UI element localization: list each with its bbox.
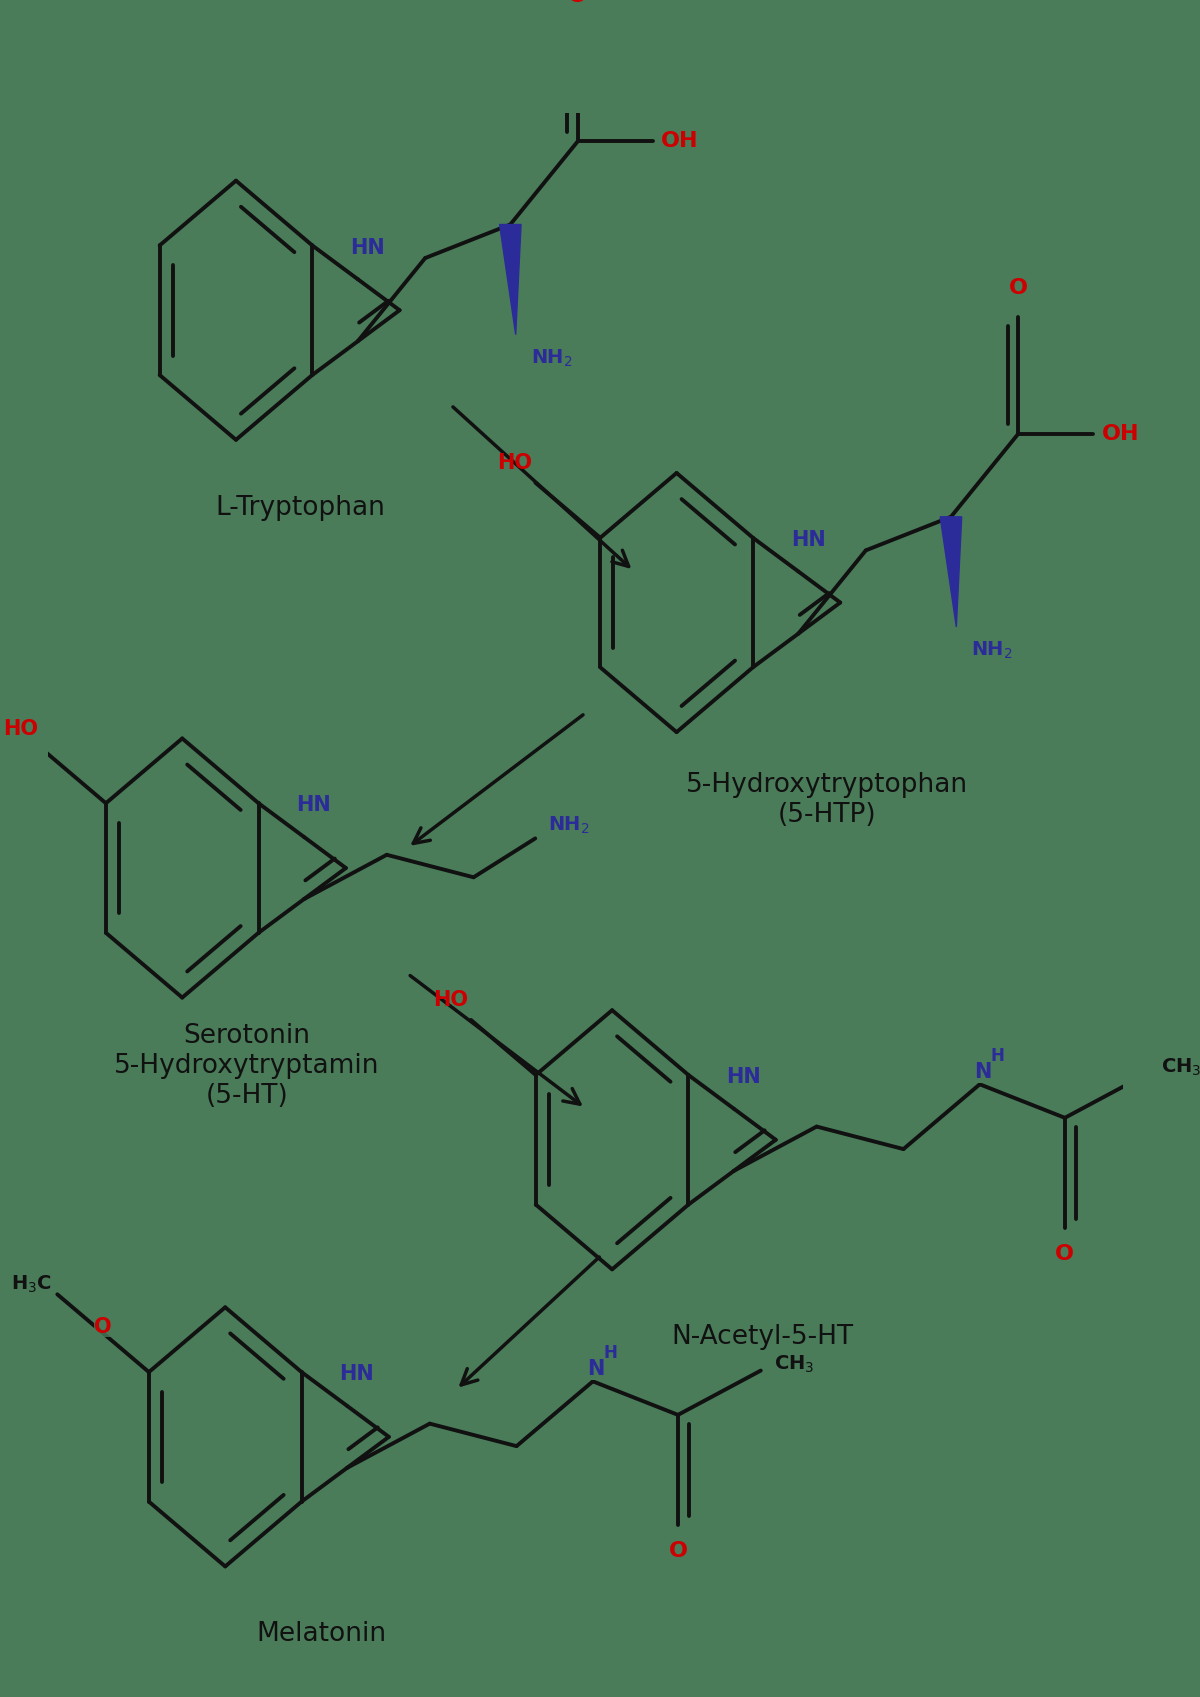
Text: H: H — [604, 1344, 617, 1363]
Text: HO: HO — [433, 991, 468, 1010]
Text: HN: HN — [726, 1067, 761, 1088]
Text: OH: OH — [661, 131, 698, 151]
Text: CH$_3$: CH$_3$ — [1160, 1057, 1200, 1078]
Text: 5-Hydroxytryptophan
(5-HTP): 5-Hydroxytryptophan (5-HTP) — [686, 772, 968, 828]
Text: N: N — [974, 1062, 991, 1081]
Text: HN: HN — [296, 796, 331, 815]
Text: O: O — [569, 0, 587, 5]
Text: Serotonin
5-Hydroxytryptamin
(5-HT): Serotonin 5-Hydroxytryptamin (5-HT) — [114, 1023, 379, 1108]
Text: H$_3$C: H$_3$C — [11, 1274, 52, 1295]
Text: Melatonin: Melatonin — [257, 1621, 386, 1648]
Text: N-Acetyl-5-HT: N-Acetyl-5-HT — [672, 1324, 853, 1351]
Text: NH$_2$: NH$_2$ — [530, 348, 572, 368]
Text: O: O — [95, 1317, 112, 1337]
Text: HN: HN — [350, 238, 385, 258]
Text: NH$_2$: NH$_2$ — [971, 640, 1013, 660]
Text: CH$_3$: CH$_3$ — [774, 1354, 814, 1375]
Text: H: H — [990, 1047, 1004, 1064]
Text: HO: HO — [497, 453, 532, 473]
Text: OH: OH — [1102, 424, 1140, 443]
Text: NH$_2$: NH$_2$ — [548, 815, 589, 837]
Text: HN: HN — [340, 1364, 374, 1385]
Polygon shape — [940, 518, 961, 626]
Text: HO: HO — [2, 718, 38, 738]
Text: O: O — [668, 1541, 688, 1561]
Polygon shape — [499, 224, 521, 334]
Text: L-Tryptophan: L-Tryptophan — [216, 496, 385, 521]
Text: HN: HN — [791, 529, 826, 550]
Text: O: O — [1009, 278, 1028, 299]
Text: O: O — [1055, 1244, 1074, 1264]
Text: N: N — [587, 1359, 605, 1378]
